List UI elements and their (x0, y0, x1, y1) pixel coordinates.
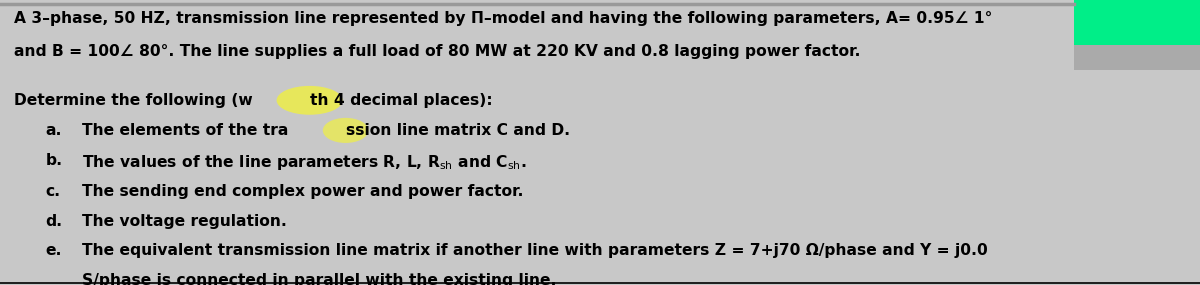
Text: ssion line matrix C and D.: ssion line matrix C and D. (346, 123, 570, 138)
Text: The elements of the tra: The elements of the tra (82, 123, 288, 138)
FancyBboxPatch shape (1074, 45, 1200, 70)
Text: Determine the following (w: Determine the following (w (14, 93, 253, 108)
Text: A 3–phase, 50 HZ, transmission line represented by Π–model and having the follow: A 3–phase, 50 HZ, transmission line repr… (14, 11, 992, 26)
Text: e.: e. (46, 243, 62, 258)
Text: d.: d. (46, 214, 62, 229)
Text: The values of the line parameters R, L, R$_{\sf sh}$ and C$_{\sf sh}$.: The values of the line parameters R, L, … (82, 153, 526, 172)
Text: c.: c. (46, 184, 61, 199)
Text: b.: b. (46, 153, 62, 168)
Text: and B = 100∠ 80°. The line supplies a full load of 80 MW at 220 KV and 0.8 laggi: and B = 100∠ 80°. The line supplies a fu… (14, 44, 860, 59)
Ellipse shape (277, 86, 343, 115)
Text: The voltage regulation.: The voltage regulation. (82, 214, 287, 229)
FancyBboxPatch shape (1074, 0, 1200, 50)
Text: The sending end complex power and power factor.: The sending end complex power and power … (82, 184, 523, 199)
Ellipse shape (323, 118, 368, 143)
Text: S/phase is connected in parallel with the existing line.: S/phase is connected in parallel with th… (82, 273, 556, 285)
Text: a.: a. (46, 123, 62, 138)
Text: The equivalent transmission line matrix if another line with parameters Z = 7+j7: The equivalent transmission line matrix … (82, 243, 988, 258)
Text: th 4 decimal places):: th 4 decimal places): (310, 93, 492, 108)
